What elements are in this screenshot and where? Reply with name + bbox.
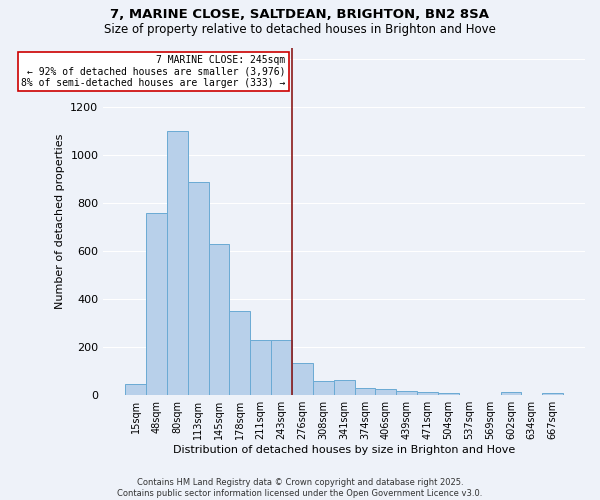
X-axis label: Distribution of detached houses by size in Brighton and Hove: Distribution of detached houses by size … [173,445,515,455]
Bar [271,340,292,395]
Bar [229,312,250,395]
Bar [376,389,396,395]
Bar [500,392,521,395]
Bar [188,182,209,395]
Bar [355,388,376,395]
Bar [542,393,563,395]
Bar [417,392,438,395]
Bar [209,244,229,395]
Text: 7, MARINE CLOSE, SALTDEAN, BRIGHTON, BN2 8SA: 7, MARINE CLOSE, SALTDEAN, BRIGHTON, BN2… [110,8,490,20]
Text: Size of property relative to detached houses in Brighton and Hove: Size of property relative to detached ho… [104,22,496,36]
Text: 7 MARINE CLOSE: 245sqm
← 92% of detached houses are smaller (3,976)
8% of semi-d: 7 MARINE CLOSE: 245sqm ← 92% of detached… [22,54,286,88]
Bar [313,381,334,395]
Bar [396,391,417,395]
Y-axis label: Number of detached properties: Number of detached properties [55,134,65,309]
Bar [167,132,188,395]
Bar [292,363,313,395]
Bar [438,392,459,395]
Text: Contains HM Land Registry data © Crown copyright and database right 2025.
Contai: Contains HM Land Registry data © Crown c… [118,478,482,498]
Bar [125,384,146,395]
Bar [250,340,271,395]
Bar [334,380,355,395]
Bar [146,213,167,395]
